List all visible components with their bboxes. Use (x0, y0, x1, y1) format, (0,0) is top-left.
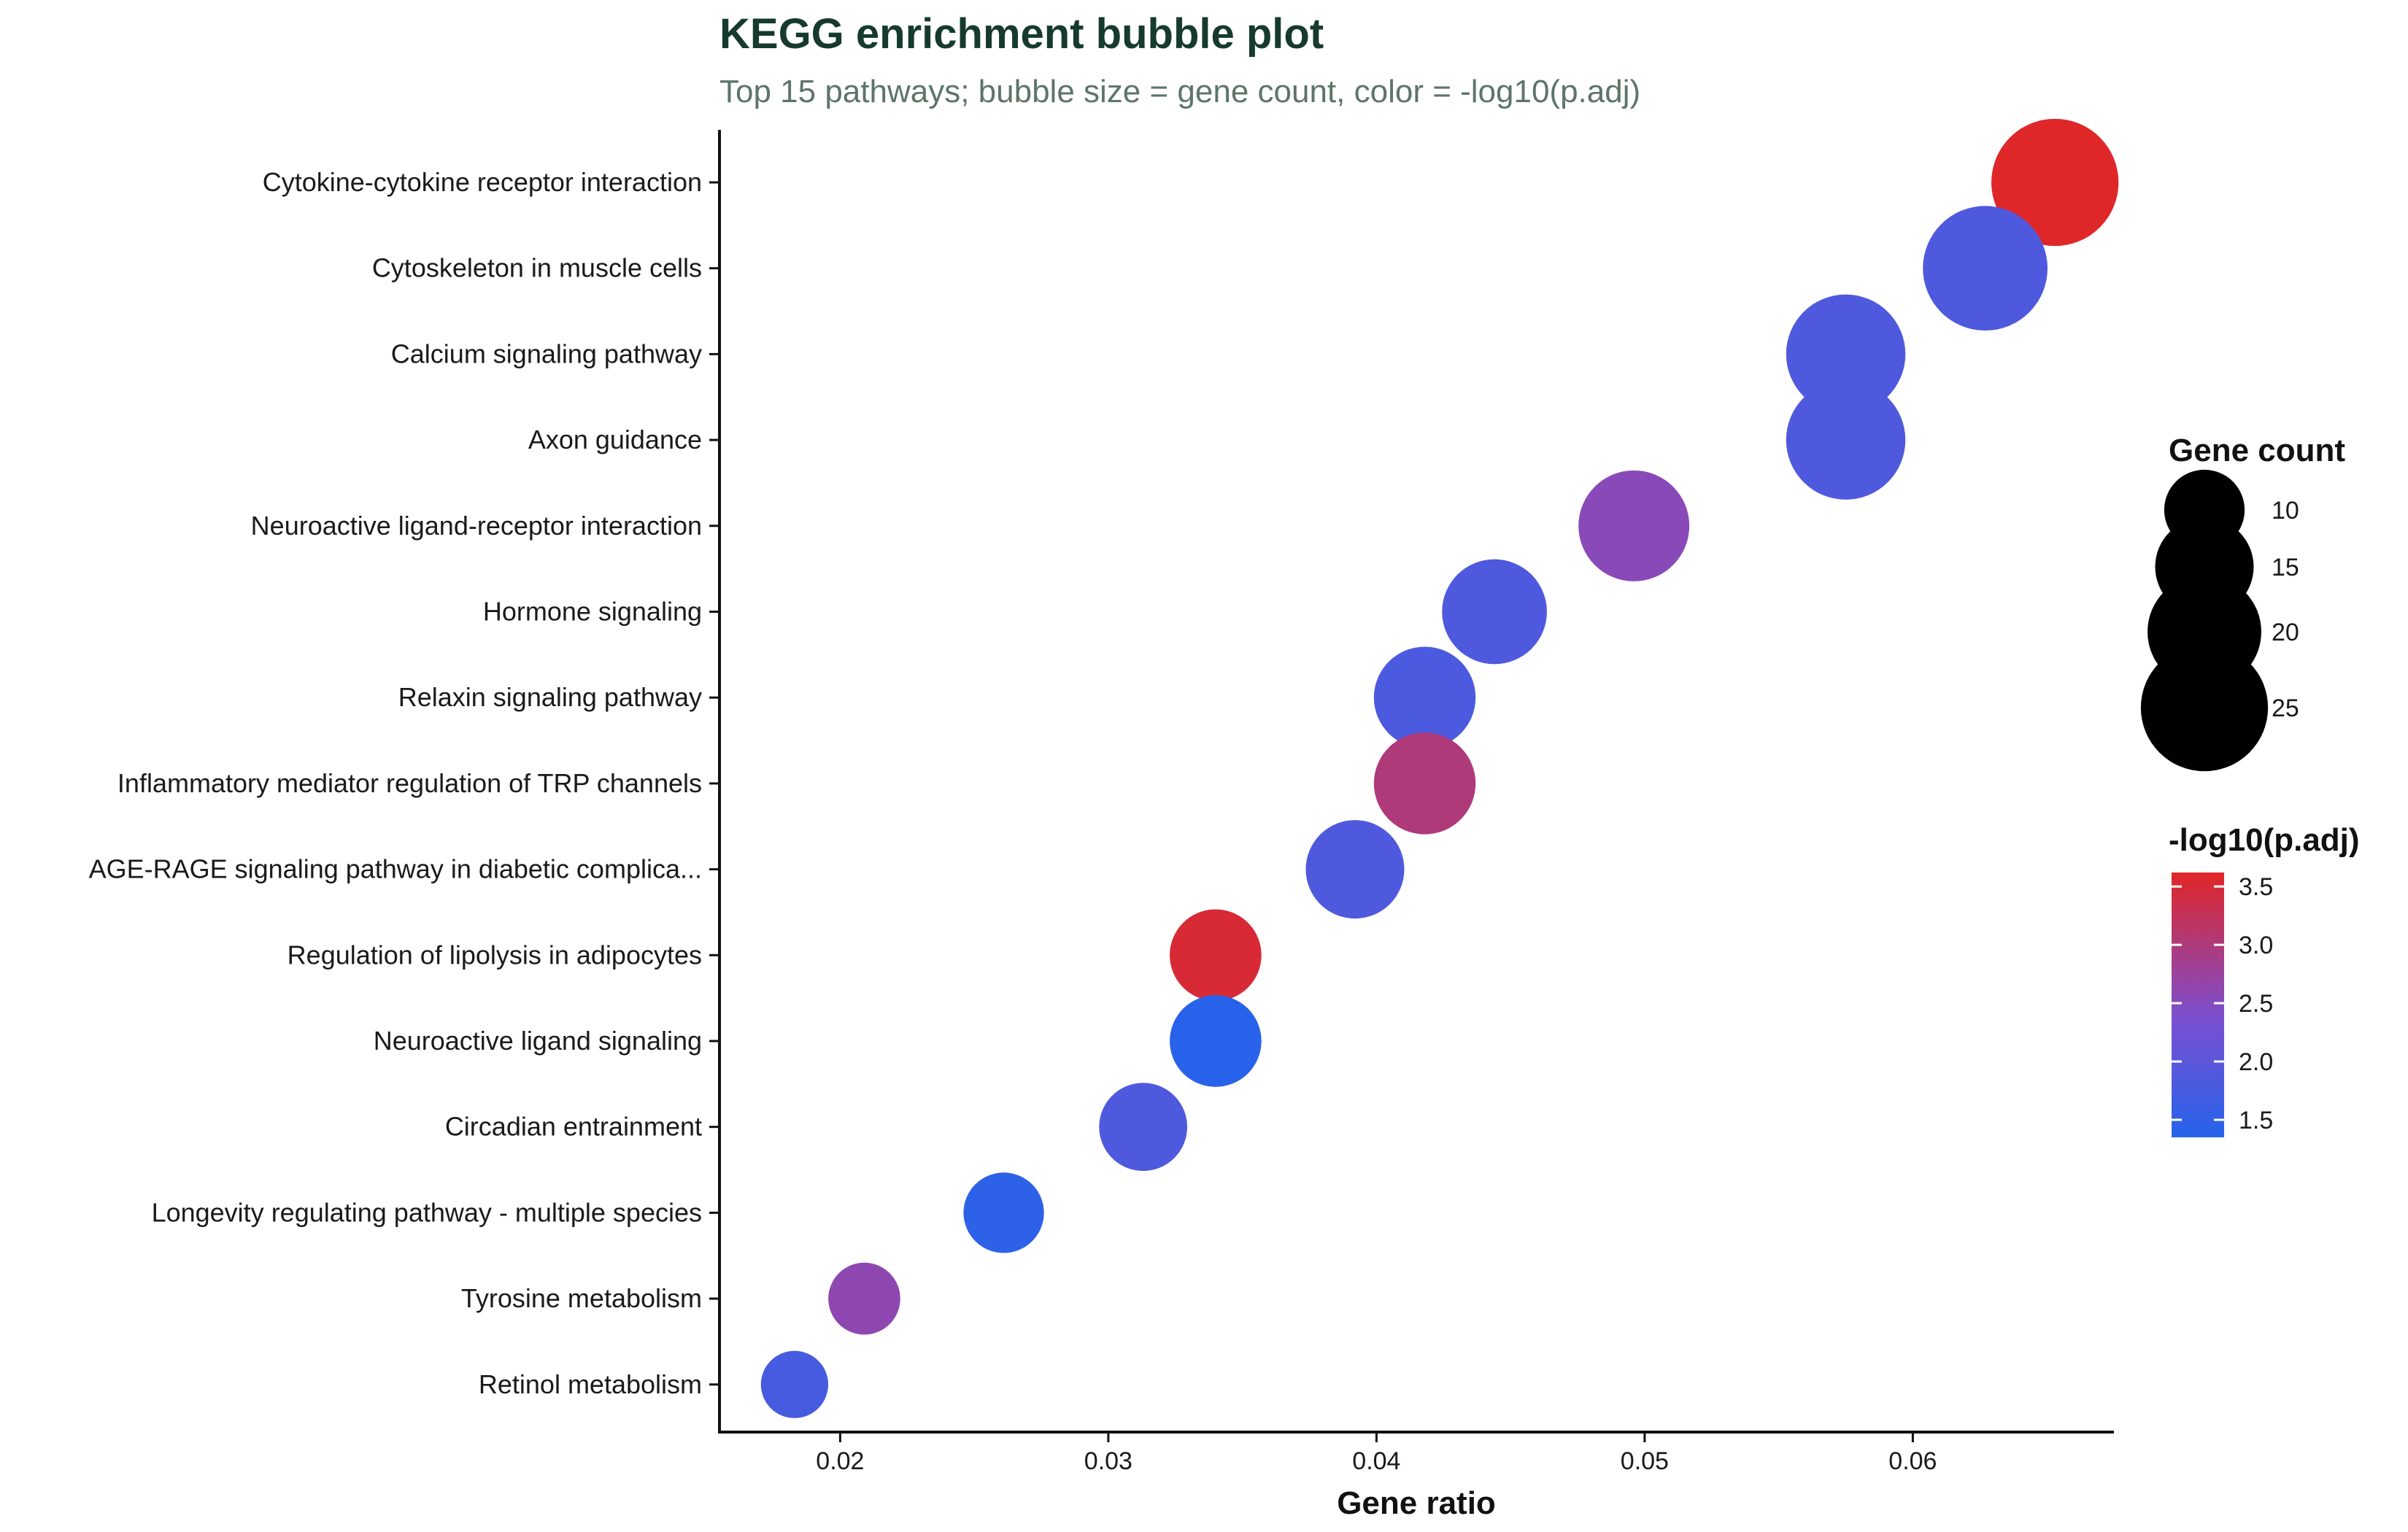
bubble-point (1373, 732, 1476, 835)
bubble-point (1170, 909, 1262, 1002)
size-legend-label: 10 (2272, 497, 2299, 525)
x-tick-label: 0.03 (1084, 1447, 1132, 1475)
x-tick-label: 0.06 (1888, 1447, 1937, 1475)
color-legend-label: 1.5 (2239, 1107, 2273, 1134)
size-legend-label: 25 (2272, 695, 2299, 722)
color-legend-label: 2.0 (2239, 1048, 2273, 1076)
chart-title: KEGG enrichment bubble plot (719, 10, 1324, 58)
bubble-point (1923, 206, 2048, 331)
y-tick-label: Relaxin signaling pathway (398, 682, 702, 712)
bubble-point (1170, 995, 1262, 1087)
size-legend-label: 15 (2272, 554, 2299, 581)
y-tick-label: Neuroactive ligand signaling (374, 1026, 702, 1056)
size-legend: 10 15 20 25 (2140, 469, 2299, 772)
color-legend-title: -log10(p.adj) (2169, 822, 2360, 858)
x-tick-label: 0.04 (1352, 1447, 1400, 1475)
y-tick-label: Circadian entrainment (445, 1112, 702, 1142)
bubble-point (1442, 559, 1547, 665)
color-bar (2172, 873, 2224, 1137)
x-tick-label: 0.02 (816, 1447, 864, 1475)
bubble-point (1373, 646, 1476, 748)
color-legend-label: 2.5 (2239, 990, 2273, 1018)
size-legend-title: Gene count (2169, 433, 2345, 468)
color-legend-label: 3.5 (2239, 873, 2273, 901)
bubble-point (1099, 1083, 1188, 1172)
bubble-point (1305, 820, 1405, 919)
bubble-point (1991, 118, 2119, 247)
bubble-point (1786, 294, 1906, 414)
plot-area: Cytokine-cytokine receptor interaction Cy… (89, 118, 2119, 1475)
color-legend-label: 3.0 (2239, 932, 2273, 959)
y-tick-label: Axon guidance (528, 425, 702, 454)
y-tick-label: Regulation of lipolysis in adipocytes (288, 940, 702, 970)
size-legend-label: 20 (2272, 619, 2299, 646)
y-tick-label: Retinol metabolism (479, 1369, 702, 1399)
chart-subtitle: Top 15 pathways; bubble size = gene coun… (719, 74, 1640, 109)
y-tick-label: Tyrosine metabolism (461, 1283, 702, 1313)
x-axis-title: Gene ratio (1337, 1485, 1496, 1521)
bubble-point (828, 1262, 900, 1335)
y-tick-label: Cytokine-cytokine receptor interaction (263, 167, 702, 197)
y-tick-label: Calcium signaling pathway (391, 338, 702, 368)
y-tick-label: Neuroactive ligand-receptor interaction (251, 511, 702, 541)
bubble-point (963, 1172, 1044, 1253)
y-tick-label: Inflammatory mediator regulation of TRP … (117, 768, 702, 798)
bubble-point (1786, 380, 1906, 500)
x-tick-label: 0.05 (1621, 1447, 1669, 1475)
color-legend: 1.5 2.0 2.5 3.0 3.5 (2172, 873, 2273, 1134)
bubble-point (1578, 470, 1690, 581)
y-tick-label: Hormone signaling (483, 597, 702, 627)
y-tick-label: Longevity regulating pathway - multiple … (152, 1197, 702, 1227)
size-legend-key (2140, 643, 2269, 772)
y-tick-label: AGE-RAGE signaling pathway in diabetic c… (89, 854, 702, 884)
bubble-point (760, 1350, 829, 1418)
y-tick-label: Cytoskeleton in muscle cells (372, 253, 702, 283)
